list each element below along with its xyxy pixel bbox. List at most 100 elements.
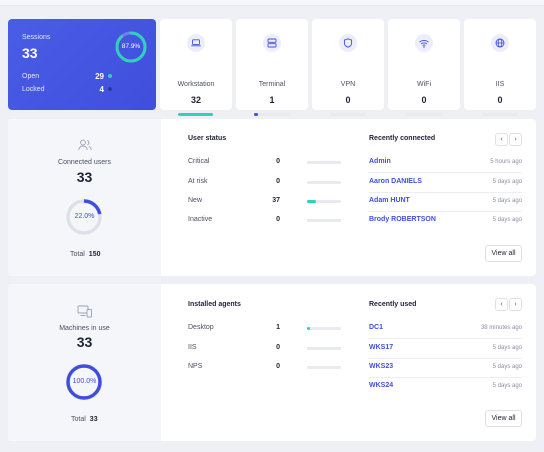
status-bar xyxy=(307,181,341,184)
recent-time: 5 days ago xyxy=(492,198,522,204)
machines-title: Machines in use xyxy=(59,325,110,332)
divider xyxy=(369,377,522,378)
recent-time: 5 days ago xyxy=(492,345,522,351)
sessions-ring-text: 87.9% xyxy=(121,43,141,50)
tile-progress xyxy=(254,113,290,116)
agent-label: Desktop xyxy=(188,324,214,331)
status-bar xyxy=(307,219,341,222)
agent-bar xyxy=(307,347,341,350)
users-total: Total 150 xyxy=(70,251,100,258)
tile-count: 0 xyxy=(421,95,427,105)
status-label: Critical xyxy=(188,158,210,165)
agent-value: 0 xyxy=(276,344,280,351)
recent-user-link[interactable]: Adam HUNT xyxy=(369,197,410,204)
tile-wifi[interactable]: WiFi 0 xyxy=(388,19,460,116)
divider xyxy=(369,192,522,193)
tile-count: 32 xyxy=(190,95,201,105)
agent-label: IIS xyxy=(188,344,197,351)
status-value: 37 xyxy=(272,197,280,204)
recent-machine-link[interactable]: WKS23 xyxy=(369,363,394,370)
tile-iis[interactable]: IIS 0 xyxy=(464,19,536,116)
view-all-button[interactable]: View all xyxy=(485,245,522,262)
open-label: Open xyxy=(22,73,40,80)
status-bar xyxy=(307,161,341,164)
globe-icon xyxy=(491,34,509,52)
prev-button[interactable]: ‹ xyxy=(495,298,508,311)
status-label: Inactive xyxy=(188,216,213,223)
tile-progress xyxy=(330,113,366,116)
users-panel: Connected users 33 22.0% Total 150 User s… xyxy=(8,119,536,276)
locked-dot xyxy=(108,87,112,91)
tile-name: Workstation xyxy=(177,81,215,88)
status-value: 0 xyxy=(276,216,280,223)
status-value: 0 xyxy=(276,178,280,185)
installed-agents-title: Installed agents xyxy=(188,301,241,308)
agent-value: 0 xyxy=(276,363,280,370)
recent-time: 5 days ago xyxy=(492,179,522,185)
users-count: 33 xyxy=(76,169,93,185)
tile-name: VPN xyxy=(340,81,356,88)
sessions-label: Sessions xyxy=(22,34,51,41)
shield-icon xyxy=(339,34,357,52)
devices-icon xyxy=(77,305,92,318)
status-bar xyxy=(307,200,341,203)
status-label: New xyxy=(188,197,203,204)
user-status-title: User status xyxy=(188,135,227,142)
machines-panel: Machines in use 33 100.0% Total 33 Instal… xyxy=(8,284,536,441)
recent-machine-link[interactable]: DC1 xyxy=(369,324,384,331)
tile-name: WiFi xyxy=(417,81,431,88)
recently-used-title: Recently used xyxy=(369,301,417,308)
view-all-button[interactable]: View all xyxy=(485,410,522,427)
users-title: Connected users xyxy=(58,159,111,166)
server-icon xyxy=(263,34,281,52)
prev-button[interactable]: ‹ xyxy=(495,133,508,146)
divider xyxy=(369,172,522,173)
machines-summary: Machines in use 33 100.0% Total 33 xyxy=(8,284,161,441)
recent-time: 38 minutes ago xyxy=(480,325,522,331)
total-label: Total xyxy=(71,416,86,423)
wifi-icon xyxy=(415,34,433,52)
users-ring-text: 22.0% xyxy=(74,213,95,220)
recent-user-link[interactable]: Admin xyxy=(369,158,391,165)
status-label: At risk xyxy=(188,178,208,185)
recent-time: 5 days ago xyxy=(492,217,522,223)
open-dot xyxy=(108,74,112,78)
tile-progress xyxy=(406,113,442,116)
tile-terminal[interactable]: Terminal 1 xyxy=(236,19,308,116)
recent-user-link[interactable]: Brody ROBERTSON xyxy=(369,216,436,223)
users-icon xyxy=(78,139,92,151)
agent-bar xyxy=(307,366,341,369)
machines-ring xyxy=(66,364,102,400)
total-label: Total xyxy=(70,251,85,258)
agent-label: NPS xyxy=(188,363,203,370)
sessions-card[interactable]: Sessions 33 87.9% Open 29 Locked 4 xyxy=(8,19,156,110)
recent-time: 5 days ago xyxy=(492,383,522,389)
sessions-ring xyxy=(115,31,147,63)
users-ring xyxy=(66,199,102,235)
total-value: 150 xyxy=(88,251,101,258)
tile-workstation[interactable]: Workstation 32 xyxy=(160,19,232,116)
tile-name: Terminal xyxy=(258,81,286,88)
recent-time: 5 hours ago xyxy=(490,159,522,165)
recent-machine-link[interactable]: WKS17 xyxy=(369,344,394,351)
machines-ring-text: 100.0% xyxy=(72,378,97,385)
locked-label: Locked xyxy=(22,86,45,93)
tile-progress xyxy=(482,113,518,116)
recent-user-link[interactable]: Aaron DANIELS xyxy=(369,178,422,185)
locked-value: 4 xyxy=(99,85,104,94)
recent-machine-link[interactable]: WKS24 xyxy=(369,382,394,389)
divider xyxy=(369,338,522,339)
open-value: 29 xyxy=(95,72,104,81)
agent-bar xyxy=(307,327,341,330)
tile-count: 0 xyxy=(497,95,503,105)
users-summary: Connected users 33 22.0% Total 150 xyxy=(8,119,161,276)
recent-time: 5 days ago xyxy=(492,364,522,370)
divider xyxy=(369,358,522,359)
tile-vpn[interactable]: VPN 0 xyxy=(312,19,384,116)
tile-progress xyxy=(178,113,214,116)
next-button[interactable]: › xyxy=(509,133,522,146)
recently-connected-title: Recently connected xyxy=(369,135,436,142)
total-value: 33 xyxy=(89,416,98,423)
status-value: 0 xyxy=(276,158,280,165)
next-button[interactable]: › xyxy=(509,298,522,311)
